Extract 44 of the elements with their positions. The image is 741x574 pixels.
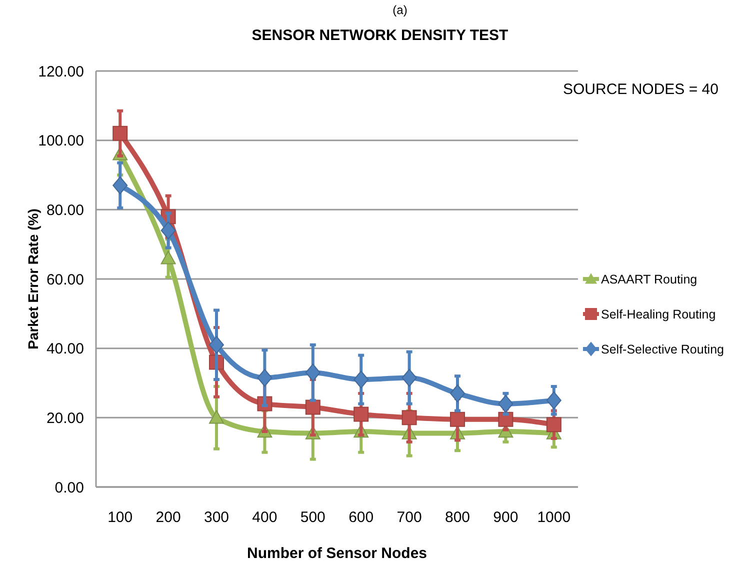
point (450, 412, 465, 427)
x-tick-label: 700 (396, 509, 422, 526)
point (450, 384, 465, 402)
x-tick-label: 100 (108, 509, 133, 526)
y-tick-label: 40.00 (46, 340, 84, 358)
y-axis-title: Parket Error Rate (%) (25, 208, 41, 350)
x-tick-label: 800 (444, 509, 470, 526)
point (546, 391, 562, 410)
x-tick-label: 200 (156, 509, 181, 526)
point (498, 394, 514, 413)
point (160, 222, 176, 240)
point (354, 406, 369, 422)
point (402, 410, 417, 426)
point (112, 176, 128, 194)
point (257, 368, 272, 387)
x-tick-label: 400 (252, 509, 278, 526)
point (112, 126, 128, 141)
x-tick-label: 600 (348, 509, 374, 526)
text: (a) (392, 3, 408, 17)
point (209, 336, 224, 354)
x-tick-label: 500 (300, 509, 326, 526)
chart-title: SENSOR NETWORK DENSITY TEST (252, 27, 508, 44)
point (402, 368, 417, 387)
y-tick-label: 60.00 (46, 271, 84, 288)
legend-label: ASAART Routing (601, 272, 698, 286)
y-tick-label: 120.00 (38, 63, 84, 80)
y-tick-label: 20.00 (46, 410, 84, 427)
legend-label: Self-Healing Routing (601, 307, 716, 322)
legend-label: Self-Selective Routing (601, 342, 724, 356)
y-tick-label: 100.00 (38, 132, 84, 150)
point (354, 370, 369, 388)
point (498, 412, 514, 427)
point (546, 417, 562, 432)
x-tick-label: 900 (493, 509, 518, 526)
x-axis-title: Number of Sensor Nodes (246, 545, 428, 562)
point (209, 410, 224, 424)
point (305, 400, 320, 415)
annotation: SOURCE NODES = 40 (563, 81, 718, 98)
y-tick-label: 0.00 (54, 479, 84, 496)
y-tick-label: 80.00 (46, 202, 84, 219)
point (305, 364, 320, 382)
point (160, 250, 176, 264)
x-tick-label: 300 (204, 509, 230, 526)
x-tick-label: 1000 (537, 509, 571, 526)
